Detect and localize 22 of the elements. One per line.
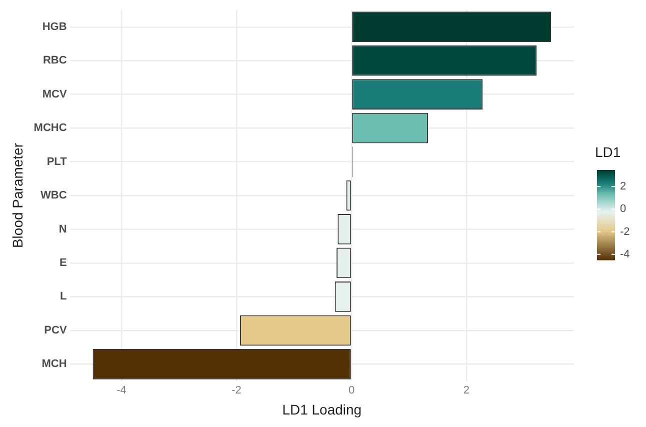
color-bar-label: 0 (620, 203, 626, 216)
y-tick-label: MCV (42, 88, 68, 100)
y-tick-label: HGB (42, 20, 67, 33)
y-tick-label: RBC (42, 54, 67, 67)
x-tick-label: 2 (463, 384, 470, 397)
x-tick-label: 0 (348, 384, 355, 397)
color-bar-label: 2 (620, 180, 626, 193)
x-tick-label: -2 (232, 384, 242, 397)
y-tick-label: MCH (42, 358, 67, 370)
x-axis-title: LD1 Loading (282, 401, 362, 418)
y-axis-title: Blood Parameter (9, 142, 26, 248)
y-tick-label: MCHC (34, 122, 67, 134)
color-bar-label: -4 (620, 248, 630, 260)
y-tick-label: WBC (40, 190, 67, 202)
color-bar-title: LD1 (595, 144, 621, 160)
color-bar-label: -2 (620, 226, 630, 238)
y-tick-label: PCV (44, 324, 68, 336)
x-tick-label: -4 (116, 384, 126, 397)
y-tick-label: PLT (46, 156, 68, 168)
y-tick-label: E (59, 256, 67, 269)
y-tick-label: N (58, 223, 67, 236)
y-tick-label: L (60, 290, 68, 303)
